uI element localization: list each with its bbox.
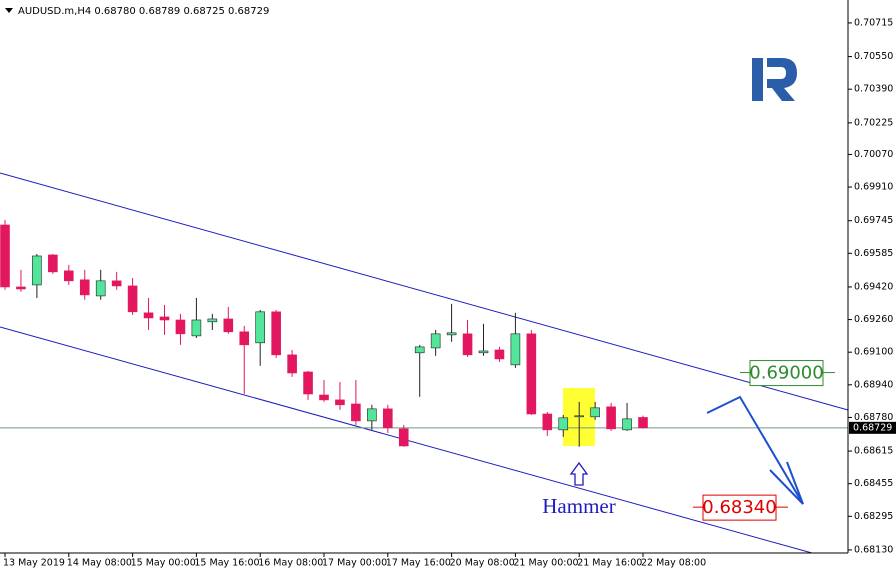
logo — [752, 58, 797, 101]
x-tick-label: 20 May 08:00 — [450, 558, 515, 569]
y-tick-label: 0.68295 — [854, 511, 893, 522]
plot — [0, 219, 848, 447]
candle-body — [526, 333, 537, 415]
candle-body — [175, 319, 186, 335]
candle-body — [0, 224, 10, 288]
candle-body — [574, 415, 585, 418]
forecast-arrow — [706, 395, 804, 505]
current-price-label: 0.68729 — [853, 422, 892, 433]
level-box — [702, 494, 777, 521]
candle-body — [382, 408, 393, 429]
forecast-arrowhead — [769, 461, 804, 505]
y-tick-label: 0.70550 — [854, 51, 893, 62]
y-tick-label: 0.68455 — [854, 478, 893, 489]
logo-bar — [752, 58, 763, 101]
level-label: 0.68340 — [702, 497, 776, 518]
y-tick-label: 0.69745 — [854, 215, 893, 226]
candle-body — [111, 280, 122, 287]
y-tick-label: 0.70715 — [854, 17, 893, 28]
candle-body — [606, 406, 616, 430]
candle-body — [191, 319, 202, 337]
x-tick-label: 13 May 2019 — [3, 558, 65, 569]
y-tick-label: 0.69260 — [854, 314, 893, 325]
level-box — [749, 360, 824, 387]
candle-body — [414, 346, 425, 354]
candle-body — [207, 318, 218, 323]
candle-body — [127, 285, 138, 313]
candle-body — [16, 286, 26, 290]
level-label: 0.69000 — [749, 363, 823, 384]
x-tick-label: 17 May 16:00 — [386, 558, 451, 569]
y-tick-label: 0.68780 — [854, 412, 893, 423]
candle-body — [622, 418, 632, 431]
candle-body — [398, 428, 409, 447]
x-tick-label: 21 May 16:00 — [577, 558, 642, 569]
x-tick-label: 22 May 08:00 — [641, 558, 706, 569]
candle-body — [558, 417, 569, 431]
candle-body — [95, 280, 106, 297]
current-price-box — [849, 421, 896, 434]
candle-body — [542, 413, 553, 431]
menu-triangle — [5, 8, 13, 13]
candle-body — [223, 318, 234, 333]
channel-upper — [0, 172, 849, 411]
x-tick-label: 16 May 08:00 — [258, 558, 323, 569]
candle-body — [478, 350, 489, 354]
candle-body — [48, 254, 58, 273]
candle-body — [32, 255, 42, 286]
candle-body — [446, 332, 457, 336]
candle-body — [287, 354, 297, 374]
candle-body — [271, 311, 281, 356]
candle-body — [239, 331, 250, 346]
annotation: Hammer — [542, 494, 615, 518]
candle-body — [462, 333, 473, 356]
candle-body — [590, 407, 600, 418]
up-arrow — [569, 461, 589, 486]
y-tick-label: 0.70390 — [854, 84, 893, 95]
candle-body — [335, 399, 345, 406]
x-tick-label: 21 May 00:00 — [513, 558, 578, 569]
candle-body — [430, 333, 441, 349]
y-tick-label: 0.69910 — [854, 182, 893, 193]
candle-body — [319, 394, 329, 401]
y-tick-label: 0.70225 — [854, 117, 893, 128]
candle-body — [351, 403, 361, 422]
logo-r — [767, 58, 797, 101]
candle-body — [494, 349, 505, 360]
y-tick-label: 0.68130 — [854, 544, 893, 555]
y-tick-label: 0.68940 — [854, 379, 893, 390]
x-tick-label: 14 May 08:00 — [67, 558, 132, 569]
x-tick-label: 17 May 00:00 — [322, 558, 387, 569]
y-tick-label: 0.69100 — [854, 347, 893, 358]
candle-body — [159, 316, 170, 321]
candle-body — [64, 270, 74, 282]
x-tick-label: 15 May 16:00 — [194, 558, 259, 569]
candle-body — [638, 417, 648, 429]
candle-body — [143, 312, 154, 319]
x-tick-label: 15 May 00:00 — [131, 558, 196, 569]
y-tick-label: 0.69585 — [854, 248, 893, 259]
candle-body — [79, 279, 90, 296]
chart-title: AUDUSD.m,H4 0.68780 0.68789 0.68725 0.68… — [18, 6, 269, 17]
candle-body — [255, 311, 265, 344]
candle-body — [510, 333, 521, 366]
y-tick-label: 0.69420 — [854, 281, 893, 292]
candle-body — [303, 371, 313, 395]
y-tick-label: 0.68615 — [854, 446, 893, 457]
candle-body — [367, 408, 377, 422]
y-tick-label: 0.70070 — [854, 149, 893, 160]
